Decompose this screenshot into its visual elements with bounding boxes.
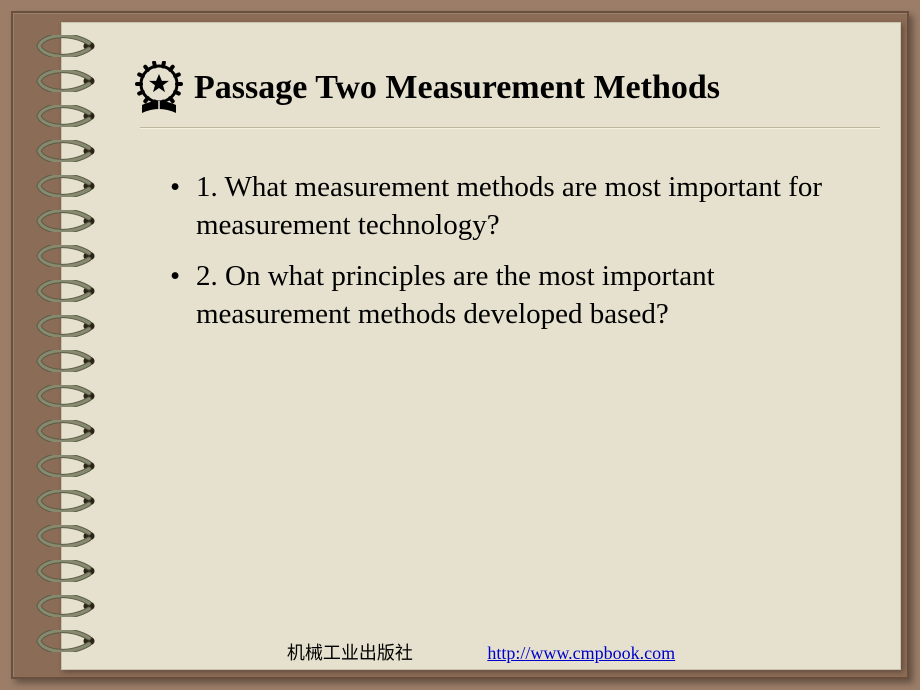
slide-content: •1. What measurement methods are most im…	[170, 169, 860, 348]
slide-title: Passage Two Measurement Methods	[194, 69, 720, 107]
bullet-marker: •	[170, 169, 196, 244]
footer-link[interactable]: http://www.cmpbook.com	[487, 643, 675, 663]
slide-footer: 机械工业出版社 http://www.cmpbook.com	[62, 639, 900, 665]
footer-publisher: 机械工业出版社	[287, 639, 413, 665]
bullet-item: •2. On what principles are the most impo…	[170, 258, 860, 333]
bullet-text: 2. On what principles are the most impor…	[196, 258, 860, 333]
bullet-text: 1. What measurement methods are most imp…	[196, 169, 860, 244]
gear-star-book-icon	[132, 61, 186, 115]
slide-body: Passage Two Measurement Methods •1. What…	[61, 22, 901, 670]
header-divider	[140, 127, 880, 129]
bullet-marker: •	[170, 258, 196, 333]
slide-header: Passage Two Measurement Methods	[132, 61, 877, 115]
slide-frame: Passage Two Measurement Methods •1. What…	[11, 11, 909, 679]
bullet-item: •1. What measurement methods are most im…	[170, 169, 860, 244]
